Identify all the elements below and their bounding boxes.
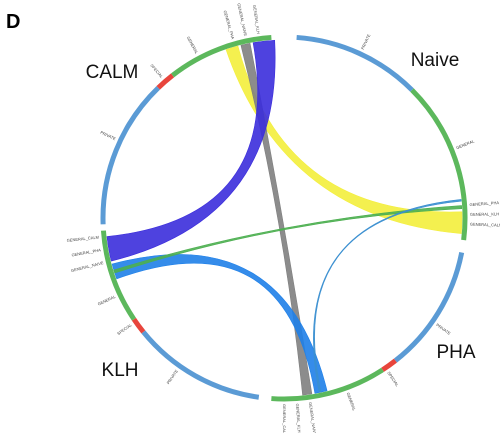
segment-label: GENERAL_CALM bbox=[470, 222, 500, 228]
segment-label: PRIVATE bbox=[165, 368, 179, 385]
group-label: PHA bbox=[436, 342, 475, 363]
segment-label: GENERAL_PHA bbox=[71, 247, 101, 257]
ring-segment bbox=[100, 230, 137, 321]
ring bbox=[100, 34, 468, 402]
ring-segment bbox=[410, 88, 468, 241]
ring-segment bbox=[393, 252, 465, 363]
chord bbox=[313, 199, 462, 393]
ring-segment bbox=[100, 86, 161, 225]
segment-label: SPECIAL bbox=[149, 63, 164, 80]
chord bbox=[113, 205, 463, 274]
segment-label: GENERAL_NAIVE bbox=[308, 402, 318, 433]
ring-segment bbox=[296, 34, 414, 92]
group-label: Naive bbox=[411, 50, 460, 71]
chord bbox=[111, 254, 328, 394]
segment-label: GENERAL_KLH bbox=[252, 5, 261, 35]
ring-segment bbox=[271, 367, 384, 402]
segment-label: PRIVATE bbox=[435, 322, 452, 336]
ring-segment bbox=[131, 317, 146, 334]
segment-label: GENERAL bbox=[455, 138, 475, 150]
segment-label: GENERAL_KLH bbox=[470, 211, 499, 217]
segment-label: GENERAL_PHA bbox=[223, 10, 236, 40]
segment-label: PRIVATE bbox=[360, 33, 372, 50]
group-label: KLH bbox=[102, 360, 139, 381]
segment-label: SPECIAL bbox=[386, 371, 400, 388]
ring-segment bbox=[171, 34, 272, 78]
segment-label: GENERAL_NAIVE bbox=[70, 260, 104, 273]
segment-label: GENERAL_NAIVE bbox=[236, 3, 248, 37]
chord bbox=[225, 45, 463, 234]
segment-label: GENERAL_CALM bbox=[66, 235, 99, 243]
chord bbox=[106, 39, 276, 262]
ring-segment bbox=[156, 73, 175, 90]
segment-label: PRIVATE bbox=[100, 130, 117, 142]
segment-label: GENERAL bbox=[346, 392, 358, 412]
segment-label: GENERAL_PHA bbox=[469, 200, 499, 207]
segment-label: GENERAL bbox=[97, 294, 117, 307]
chords bbox=[106, 39, 463, 396]
panel-label: D bbox=[6, 11, 20, 33]
segment-label: GENERAL bbox=[186, 36, 200, 56]
segment-label: GENERAL_CALM bbox=[282, 404, 287, 433]
segment-label: GENERAL_KLH bbox=[295, 403, 302, 433]
ring-segment bbox=[381, 358, 397, 372]
segment-label: SPECIAL bbox=[116, 322, 133, 336]
ring-segment bbox=[141, 330, 260, 400]
group-label: CALM bbox=[86, 62, 139, 83]
